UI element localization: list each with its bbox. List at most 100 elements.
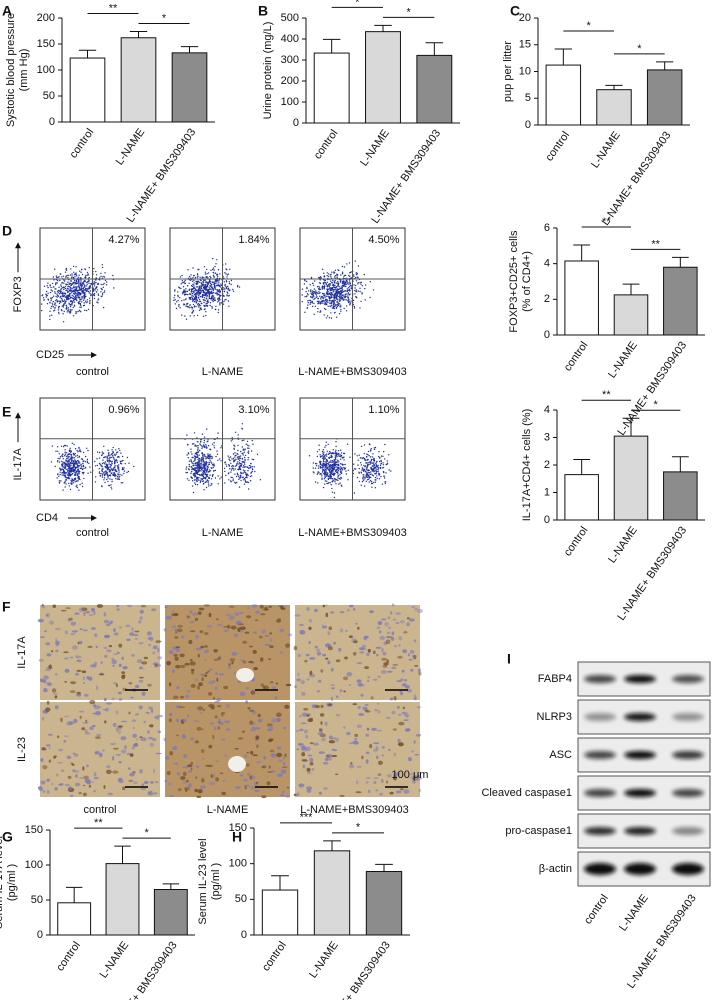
flow-dot <box>240 472 241 473</box>
flow-dot <box>237 457 238 458</box>
tissue-cell <box>390 611 392 614</box>
flow-dot <box>198 269 199 270</box>
flow-dot <box>88 283 89 284</box>
flow-dot <box>107 472 108 473</box>
arrow-head <box>15 412 21 418</box>
flow-dot <box>207 482 208 483</box>
tissue-cell <box>268 658 271 660</box>
flow-dot <box>317 286 318 287</box>
tissue-cell <box>79 607 84 612</box>
flow-dot <box>119 476 120 477</box>
flow-dot <box>325 470 326 471</box>
tissue-cell <box>326 613 329 618</box>
flow-dot <box>104 477 105 478</box>
tissue-cell <box>256 782 258 784</box>
tissue-cell <box>281 769 287 773</box>
flow-dot <box>188 457 189 458</box>
tissue-cell <box>353 608 355 611</box>
x-tick-label: control <box>312 128 341 162</box>
flow-dot <box>119 450 120 451</box>
flow-dot <box>213 465 214 466</box>
flow-dot <box>77 451 78 452</box>
flow-dot <box>252 444 253 445</box>
bar <box>366 32 401 123</box>
flow-dot <box>239 457 240 458</box>
flow-dot <box>213 267 214 268</box>
flow-dot <box>373 468 374 469</box>
flow-dot <box>73 296 74 297</box>
flow-dot <box>319 312 320 313</box>
flow-dot <box>333 291 334 292</box>
flow-dot <box>318 291 319 292</box>
flow-dot <box>214 297 215 298</box>
flow-dot <box>58 292 59 293</box>
flow-dot <box>102 267 103 268</box>
flow-dot <box>242 453 243 454</box>
flow-dot <box>337 465 338 466</box>
flow-dot <box>209 305 210 306</box>
flow-dot <box>74 283 75 284</box>
tissue-cell <box>390 698 393 701</box>
flow-dot <box>65 461 66 462</box>
flow-dot <box>322 269 323 270</box>
flow-dot <box>244 478 245 479</box>
flow-dot <box>59 468 60 469</box>
flow-dot <box>335 294 336 295</box>
tissue-cell <box>323 605 325 608</box>
flow-dot <box>58 458 59 459</box>
flow-dot <box>187 285 188 286</box>
histology-image <box>295 605 420 700</box>
flow-dot <box>231 466 232 467</box>
flow-dot <box>344 299 345 300</box>
flow-dot <box>212 444 213 445</box>
flow-dot <box>211 478 212 479</box>
flow-dot <box>254 466 255 467</box>
flow-dot <box>335 483 336 484</box>
flow-dot <box>252 466 253 467</box>
flow-dot <box>187 444 188 445</box>
flow-dot <box>331 462 332 463</box>
flow-dot <box>79 477 80 478</box>
flow-dot <box>243 472 244 473</box>
flow-dot <box>76 281 77 282</box>
flow-dot <box>68 483 69 484</box>
flow-dot <box>332 287 333 288</box>
tissue-cell <box>148 644 151 646</box>
flow-dot <box>354 492 355 493</box>
flow-dot <box>367 479 368 480</box>
flow-dot <box>231 469 232 470</box>
flow-dot <box>324 461 325 462</box>
flow-dot <box>96 291 97 292</box>
flow-dot <box>190 451 191 452</box>
flow-dot <box>194 297 195 298</box>
flow-dot <box>117 462 118 463</box>
flow-dot <box>234 456 235 457</box>
flow-dot <box>70 268 71 269</box>
flow-dot <box>194 432 195 433</box>
flow-dot <box>75 295 76 296</box>
flow-dot <box>349 281 350 282</box>
tissue-cell <box>280 606 283 609</box>
tissue-cell <box>269 738 273 741</box>
flow-caption: L-NAME+BMS309403 <box>298 527 407 539</box>
tissue-cell <box>146 712 150 714</box>
flow-dot <box>60 296 61 297</box>
flow-dot <box>334 464 335 465</box>
tissue-cell <box>379 630 381 634</box>
flow-dot <box>70 471 71 472</box>
tissue-cell <box>226 704 230 708</box>
flow-dot <box>71 454 72 455</box>
flow-dot <box>328 306 329 307</box>
flow-dot <box>201 285 202 286</box>
flow-dot <box>244 457 245 458</box>
flow-dot <box>105 472 106 473</box>
flow-dot <box>177 300 178 301</box>
tissue-cell <box>349 684 351 686</box>
flow-dot <box>355 468 356 469</box>
flow-dot <box>87 473 88 474</box>
flow-dot <box>199 310 200 311</box>
flow-dot <box>362 481 363 482</box>
flow-dot <box>203 483 204 484</box>
flow-dot <box>61 293 62 294</box>
flow-y-label: FOXP3 <box>12 276 24 312</box>
